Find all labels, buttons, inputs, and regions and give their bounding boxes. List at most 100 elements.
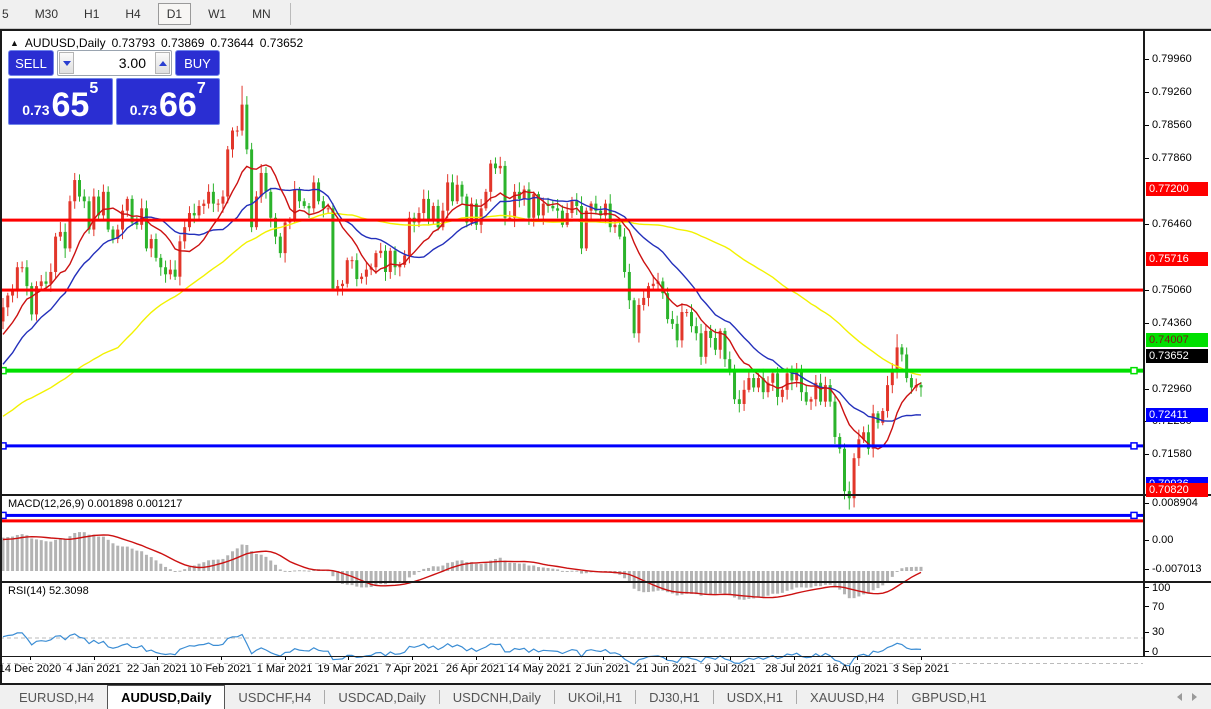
tab-scroll-left-icon[interactable] — [1177, 693, 1182, 701]
sell-price-prefix: 0.73 — [22, 102, 50, 118]
axis-tick-mark — [1145, 58, 1149, 60]
price-level-badge-0.75716: 0.75716 — [1146, 252, 1208, 267]
date-tick-mark — [857, 657, 859, 660]
chart-tab-UKOil-H1[interactable]: UKOil,H1 — [567, 689, 623, 705]
axis-tick-mark — [1145, 124, 1149, 126]
axis-tick-mark — [1145, 157, 1149, 159]
tab-separator — [796, 690, 798, 704]
axis-tick-mark — [1145, 606, 1149, 608]
date-tick-mark — [93, 657, 95, 660]
axis-tick-mark — [1145, 223, 1149, 225]
chart-tab-USDX-H1[interactable]: USDX,H1 — [726, 689, 784, 705]
buy-price-display[interactable]: 0.73 66 7 — [115, 78, 220, 125]
macd-indicator-label: MACD(12,26,9) 0.001898 0.001217 — [8, 498, 182, 510]
window-border-left — [0, 31, 2, 683]
volume-box: 3.00 — [57, 50, 172, 76]
toolbar-separator — [289, 3, 291, 25]
ohlc-close: 0.73652 — [259, 36, 304, 50]
tab-separator — [712, 690, 714, 704]
price-chart-canvas[interactable] — [0, 62, 1143, 687]
chart-tab-AUDUSD-Daily[interactable]: AUDUSD,Daily — [107, 685, 226, 709]
timeframe-button-M30[interactable]: M30 — [34, 7, 59, 21]
date-tick-label: 16 Aug 2021 — [826, 663, 889, 675]
rsi-pane-divider[interactable] — [0, 581, 1211, 583]
price-tick-label: 0.74360 — [1152, 317, 1192, 329]
rsi-axis-label: 0 — [1152, 645, 1159, 658]
volume-input[interactable]: 3.00 — [118, 55, 146, 71]
date-tick-mark — [921, 657, 922, 660]
triangle-up-icon — [158, 60, 167, 66]
date-tick-label: 28 Jul 2021 — [765, 663, 823, 675]
chart-header: ▲ AUDUSD,Daily 0.73793 0.73869 0.73644 0… — [10, 36, 303, 50]
date-tick-mark — [730, 657, 732, 660]
sell-price-sup: 5 — [89, 80, 99, 97]
price-tick-label: 0.71580 — [1152, 448, 1192, 461]
chart-tab-USDCNH-Daily[interactable]: USDCNH,Daily — [452, 689, 541, 705]
macd-pane-divider[interactable] — [0, 494, 1211, 496]
axis-tick-mark — [1145, 651, 1149, 653]
date-tick-mark — [411, 657, 413, 660]
rsi-layer — [0, 632, 1143, 667]
tab-separator — [324, 690, 326, 704]
chart-tab-EURUSD-H4[interactable]: EURUSD,H4 — [19, 689, 95, 705]
volume-decrease-button[interactable] — [59, 52, 74, 74]
macd-name: MACD(12,26,9) — [8, 498, 85, 510]
buy-price-prefix: 0.73 — [129, 102, 157, 118]
price-level-badge-0.77200: 0.77200 — [1146, 182, 1208, 197]
chart-tab-XAUUSD-H4[interactable]: XAUUSD,H4 — [810, 689, 885, 705]
date-tick-mark — [539, 657, 541, 660]
window-border-bottom — [0, 683, 1211, 685]
chart-tab-bar: EURUSD,H4 AUDUSD,Daily USDCHF,H4 USDCAD,Dai… — [0, 685, 1211, 709]
date-tick-mark — [220, 657, 222, 660]
macd-axis-label: -0.007013 — [1152, 563, 1202, 576]
sell-price-big: 65 — [51, 86, 90, 124]
volume-increase-button[interactable] — [155, 52, 170, 74]
chart-tab-GBPUSD-H1[interactable]: GBPUSD,H1 — [911, 689, 987, 705]
date-tick-mark — [157, 657, 159, 660]
macd-main-value: 0.001898 — [87, 498, 134, 510]
date-tick-mark — [793, 657, 795, 660]
axis-tick-mark — [1145, 388, 1149, 390]
tab-separator — [897, 690, 899, 704]
chart-tab-USDCHF-H4[interactable]: USDCHF,H4 — [238, 689, 312, 705]
sell-price-display[interactable]: 0.73 65 5 — [8, 78, 113, 125]
timeframe-button-D1[interactable]: D1 — [157, 3, 192, 25]
price-axis-border — [1143, 31, 1145, 656]
moving-average-lines — [2, 164, 922, 450]
rsi-axis-label: 70 — [1152, 600, 1165, 613]
price-tick-label: 0.72960 — [1152, 383, 1192, 395]
chart-tab-USDCAD-Daily[interactable]: USDCAD,Daily — [338, 689, 426, 705]
date-tick-mark — [30, 657, 31, 660]
rsi-name: RSI(14) — [8, 585, 46, 597]
timeframe-button-MN[interactable]: MN — [252, 7, 271, 21]
date-tick-label: 22 Jan 2021 — [127, 663, 188, 675]
chart-tab-DJ30-H1[interactable]: DJ30,H1 — [649, 689, 700, 705]
chart-symbol-period: AUDUSD,Daily — [24, 36, 106, 50]
axis-tick-mark — [1145, 453, 1149, 455]
axis-tick-mark — [1145, 289, 1149, 291]
tab-scroll-right-icon[interactable] — [1192, 693, 1197, 701]
date-tick-label: 9 Jul 2021 — [704, 663, 756, 675]
date-tick-label: 4 Jan 2021 — [66, 663, 121, 675]
buy-button[interactable]: BUY — [175, 50, 220, 76]
rsi-value: 52.3098 — [48, 585, 89, 597]
triangle-down-icon — [62, 60, 71, 66]
timeframe-button-5[interactable]: 5 — [2, 7, 9, 21]
chart-stack — [0, 31, 1211, 683]
date-tick-label: 14 May 2021 — [507, 663, 571, 675]
timeframe-button-W1[interactable]: W1 — [208, 7, 227, 21]
timeframe-button-H1[interactable]: H1 — [84, 7, 100, 21]
price-tick-label: 0.75060 — [1152, 284, 1192, 296]
tab-separator — [438, 690, 440, 704]
axis-tick-mark — [1145, 587, 1149, 589]
date-tick-label: 10 Feb 2021 — [190, 663, 252, 675]
date-axis-line — [0, 656, 1211, 657]
date-tick-label: 21 Jun 2021 — [636, 663, 697, 675]
collapse-panel-icon[interactable]: ▲ — [10, 38, 19, 48]
sell-button[interactable]: SELL — [8, 50, 54, 76]
date-tick-label: 14 Dec 2020 — [0, 663, 62, 675]
date-tick-mark — [475, 657, 477, 660]
axis-tick-mark — [1145, 539, 1149, 541]
ohlc-low: 0.73644 — [210, 36, 254, 50]
timeframe-button-H4[interactable]: H4 — [125, 7, 141, 21]
